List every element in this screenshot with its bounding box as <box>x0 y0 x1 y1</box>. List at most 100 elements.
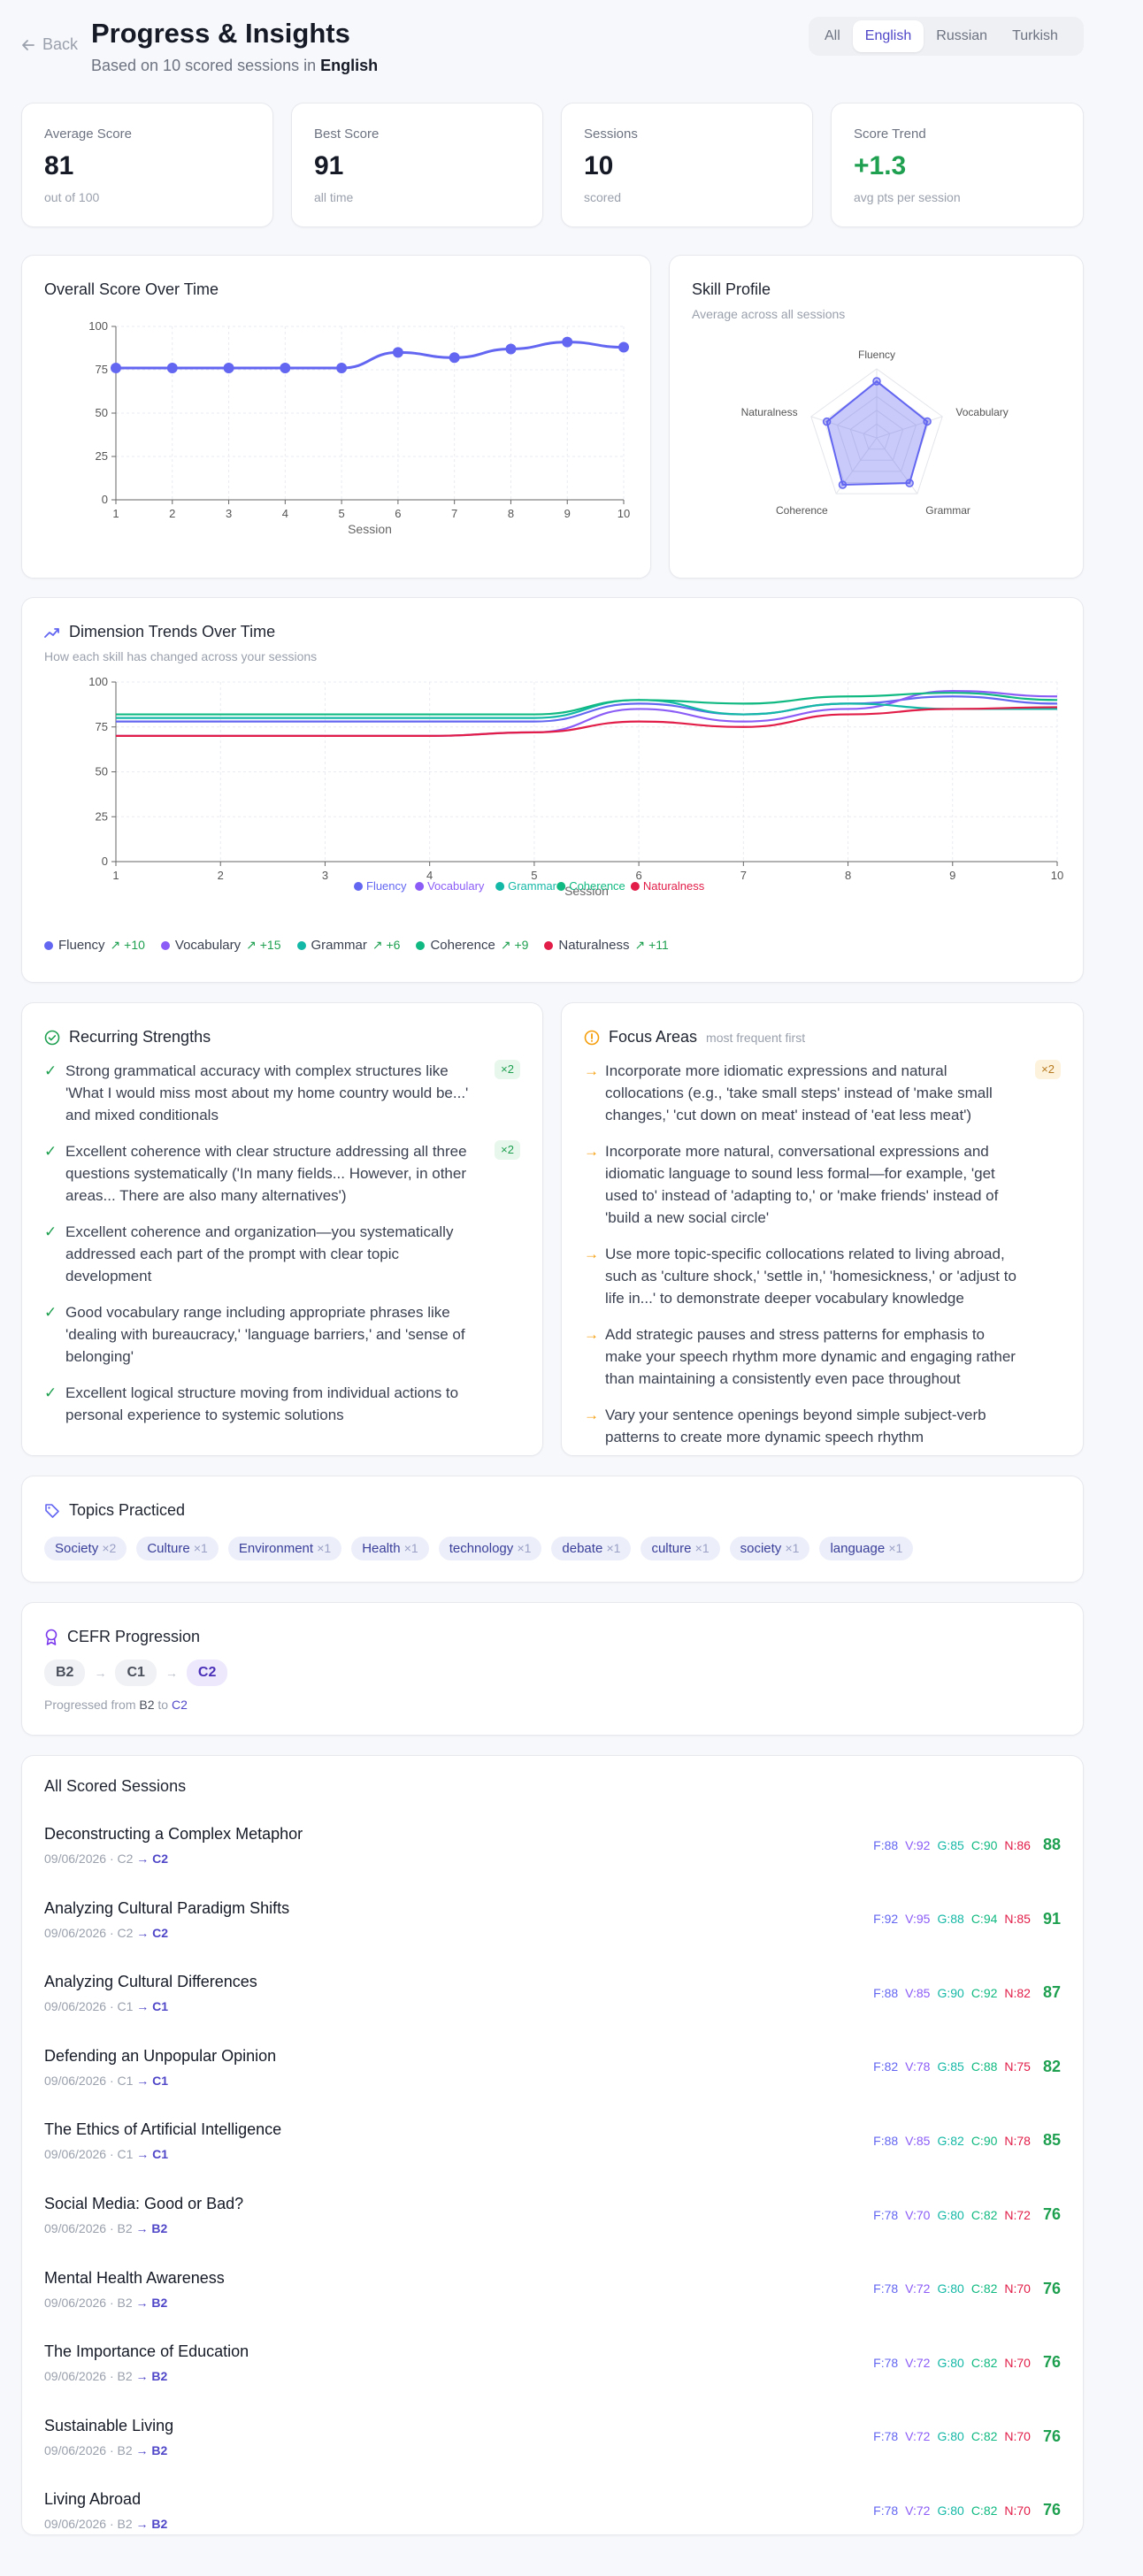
radar-grid-ring <box>810 368 943 494</box>
dimension-name: Naturalness <box>558 938 630 953</box>
session-total-score: 82 <box>1042 2057 1061 2075</box>
session-result-level: → C2 <box>136 1925 169 1940</box>
topic-chip[interactable]: Culture ×1 <box>136 1537 219 1560</box>
x-tick-label: 3 <box>322 869 328 882</box>
radar-grid-ring <box>849 410 904 461</box>
legend-label-fluency: Fluency <box>366 879 407 893</box>
cefr-note-mid: to <box>154 1698 172 1712</box>
radar-area <box>825 380 929 487</box>
x-axis-label: Session <box>348 522 392 536</box>
list-item: ✓ Excellent coherence and organization—yo… <box>44 1221 520 1287</box>
session-row[interactable]: Living Abroad 09/06/2026 · B2 → B2 F:78 V:7… <box>44 2490 1061 2543</box>
stat-label: Best Score <box>314 126 380 142</box>
session-date-level: 09/06/2026 · B2 <box>44 2517 133 2532</box>
score-c: C:90 <box>970 2133 998 2148</box>
session-row[interactable]: The Ethics of Artificial Intelligence 09/… <box>44 2120 1061 2174</box>
overall-score-point <box>618 341 629 353</box>
topic-chip[interactable]: technology ×1 <box>438 1537 542 1560</box>
x-tick-label: 1 <box>112 507 119 520</box>
session-row[interactable]: Social Media: Good or Bad? 09/06/2026 · B… <box>44 2195 1061 2248</box>
check-icon: ✓ <box>44 1143 58 1160</box>
legend-dot <box>556 882 566 891</box>
count-badge: ×2 <box>1035 1060 1061 1079</box>
arrow-right-icon: → <box>584 1246 599 1262</box>
list-item: → Incorporate more idiomatic expressions … <box>584 1060 1061 1126</box>
dimension-delta: ↗ +10 <box>111 938 145 953</box>
session-row[interactable]: Deconstructing a Complex Metaphor 09/06/2… <box>44 1825 1061 1878</box>
session-row[interactable]: The Importance of Education 09/06/2026 · … <box>44 2342 1061 2396</box>
score-f: F:92 <box>873 1912 899 1927</box>
tab-english[interactable]: English <box>852 20 924 52</box>
arrow-right-icon: → <box>584 1143 599 1160</box>
score-v: V:72 <box>905 2503 931 2518</box>
topic-count: ×1 <box>517 1541 532 1555</box>
topic-chip[interactable]: Environment ×1 <box>227 1537 342 1560</box>
legend-dot <box>296 940 306 950</box>
score-g: G:80 <box>937 2355 964 2370</box>
cefr-level: C1 <box>115 1660 157 1686</box>
legend-dot <box>416 940 426 950</box>
score-n: N:70 <box>1004 2503 1031 2518</box>
radar-spoke <box>876 437 918 494</box>
series-line-naturalness <box>116 706 1058 737</box>
cefr-note: Progressed from B2 to C2 <box>44 1698 188 1712</box>
back-button[interactable]: Back <box>21 35 78 54</box>
dimension-trends-card: Dimension Trends Over Time How each skil… <box>21 597 1084 983</box>
topic-count: ×1 <box>606 1541 621 1555</box>
session-meta: 09/06/2026 · C2 → C2 <box>44 1852 168 1866</box>
tab-all[interactable]: All <box>825 28 840 43</box>
session-row[interactable]: Analyzing Cultural Differences 09/06/2026… <box>44 1973 1061 2026</box>
session-row[interactable]: Sustainable Living 09/06/2026 · B2 → B2 F:… <box>44 2417 1061 2470</box>
legend-dot <box>544 940 554 950</box>
topic-chip[interactable]: language ×1 <box>819 1537 914 1560</box>
card-subtitle: Average across all sessions <box>692 307 846 321</box>
session-result-level: → C2 <box>136 1852 169 1866</box>
session-title: Deconstructing a Complex Metaphor <box>44 1825 303 1843</box>
list-item-text: Vary your sentence openings beyond simpl… <box>605 1407 986 1445</box>
card-title: Overall Score Over Time <box>44 280 219 298</box>
arrow-right-icon: → <box>584 1407 599 1423</box>
overall-score-point <box>166 363 178 374</box>
score-g: G:80 <box>937 2429 964 2444</box>
topic-chip[interactable]: debate ×1 <box>551 1537 632 1560</box>
session-row[interactable]: Defending an Unpopular Opinion 09/06/2026… <box>44 2047 1061 2100</box>
session-scores: F:78 V:72 G:80 C:82 N:70 76 <box>873 2501 1061 2519</box>
topic-chip[interactable]: society ×1 <box>729 1537 810 1560</box>
session-scores: F:92 V:95 G:88 C:94 N:85 91 <box>873 1910 1061 1928</box>
session-row[interactable]: Analyzing Cultural Paradigm Shifts 09/06/… <box>44 1899 1061 1952</box>
session-scores: F:82 V:78 G:85 C:88 N:75 82 <box>873 2058 1061 2076</box>
session-total-score: 85 <box>1042 2131 1061 2150</box>
topic-chip[interactable]: culture ×1 <box>641 1537 720 1560</box>
score-g: G:80 <box>937 2207 964 2222</box>
count-badge: ×2 <box>495 1060 520 1079</box>
delta-value: +15 <box>259 938 281 952</box>
score-f: F:78 <box>873 2503 899 2518</box>
score-c: C:92 <box>970 1985 998 2000</box>
y-tick-label: 0 <box>102 493 108 506</box>
topic-chip[interactable]: Health ×1 <box>351 1537 429 1560</box>
topic-name: language <box>830 1541 886 1556</box>
stat-sub: avg pts per session <box>854 190 961 204</box>
legend-dot <box>415 882 425 891</box>
tab-turkish[interactable]: Turkish <box>1012 28 1058 43</box>
score-g: G:88 <box>937 1912 964 1927</box>
score-v: V:72 <box>905 2429 931 2444</box>
score-c: C:82 <box>970 2503 998 2518</box>
session-meta: 09/06/2026 · B2 → B2 <box>44 2443 167 2457</box>
x-tick-label: 9 <box>949 869 955 882</box>
y-tick-label: 100 <box>88 675 108 688</box>
session-row[interactable]: Mental Health Awareness 09/06/2026 · B2 →… <box>44 2269 1061 2322</box>
legend-label-naturalness: Naturalness <box>643 879 705 893</box>
card-title-text: CEFR Progression <box>67 1628 201 1645</box>
x-tick-label: 4 <box>426 869 433 882</box>
card-subtitle: How each skill has changed across your s… <box>44 649 318 663</box>
topic-count: ×1 <box>694 1541 710 1555</box>
topic-chip[interactable]: Society ×2 <box>44 1537 127 1560</box>
check-icon: ✓ <box>44 1223 58 1240</box>
delta-value: +6 <box>386 938 401 952</box>
session-scores: F:88 V:85 G:82 C:90 N:78 85 <box>873 2131 1061 2150</box>
card-title-text: Recurring Strengths <box>69 1028 211 1046</box>
x-tick-label: 5 <box>338 507 344 520</box>
tab-russian[interactable]: Russian <box>936 28 988 43</box>
strengths-list: ✓ Strong grammatical accuracy with comple… <box>44 1060 520 1440</box>
